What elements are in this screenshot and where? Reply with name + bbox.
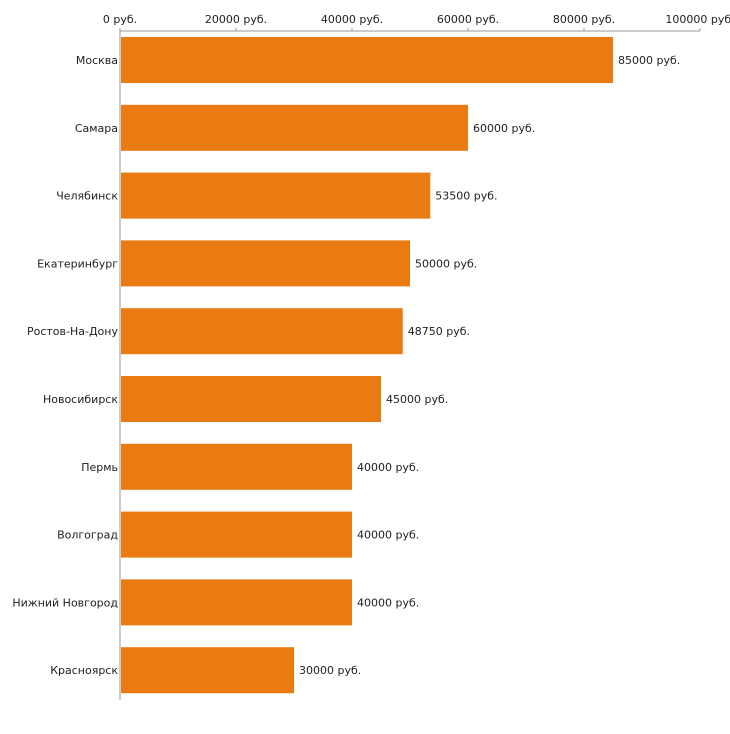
bar [121,443,352,490]
category-label: Новосибирск [43,393,118,406]
category-label: Челябинск [56,190,118,203]
category-label: Самара [75,122,118,135]
bar [121,37,613,83]
category-label: Нижний Новгород [12,596,118,609]
x-tick-label: 40000 руб. [321,13,383,26]
value-label: 50000 руб. [415,257,477,270]
bar [121,511,352,558]
bars [121,37,613,694]
bar [121,376,381,422]
x-axis: 0 руб. 20000 руб. 40000 руб. 60000 руб. 8000… [103,13,730,700]
category-label: Волгоград [57,529,118,542]
labels: Москва 85000 руб. Самара 60000 руб. Челябинс… [12,54,680,677]
x-tick-label: 100000 руб. [665,13,730,26]
value-label: 30000 руб. [299,664,361,677]
value-label: 40000 руб. [357,461,419,474]
category-label: Москва [76,54,118,67]
value-label: 40000 руб. [357,596,419,609]
value-label: 48750 руб. [408,325,470,338]
value-label: 60000 руб. [473,122,535,135]
category-label: Красноярск [50,664,118,677]
value-label: 53500 руб. [435,190,497,203]
value-label: 45000 руб. [386,393,448,406]
bar [121,647,294,694]
bar [121,104,468,151]
x-tick-label: 0 руб. [103,13,137,26]
category-label: Пермь [81,461,118,474]
x-tick-label: 20000 руб. [205,13,267,26]
value-label: 85000 руб. [618,54,680,67]
bar [121,172,431,219]
x-tick-label: 80000 руб. [553,13,615,26]
value-label: 40000 руб. [357,529,419,542]
bar [121,240,410,287]
x-tick-label: 60000 руб. [437,13,499,26]
bar [121,579,352,626]
category-label: Ростов-На-Дону [27,325,118,338]
bar [121,308,403,355]
category-label: Екатеринбург [37,257,118,270]
